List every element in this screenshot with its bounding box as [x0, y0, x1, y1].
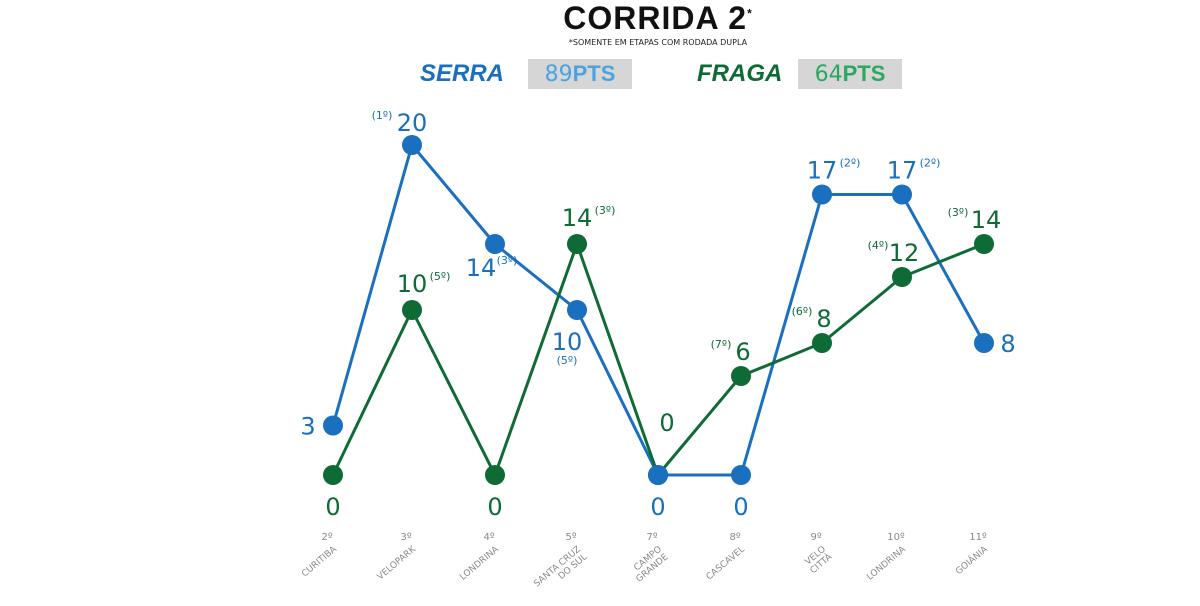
data-point	[731, 366, 751, 386]
x-tick-round: 10º	[887, 532, 905, 543]
legend-serra-total: 89PTS	[528, 59, 632, 89]
legend-fraga-name: FRAGA	[697, 60, 783, 87]
data-label: 12	[889, 239, 920, 267]
data-point	[812, 333, 832, 353]
x-tick-round: 9º	[810, 532, 821, 543]
data-point	[402, 135, 422, 155]
data-label: 0	[659, 409, 674, 437]
x-tick-label: LONDRINA	[865, 544, 908, 583]
data-label: 0	[650, 493, 665, 521]
legend-fraga-total: 64PTS	[798, 59, 902, 89]
x-tick-round: 7º	[646, 532, 657, 543]
x-tick-label: CASCAVEL	[705, 545, 747, 583]
data-label: 0	[487, 493, 502, 521]
x-tick-label: CAMPOGRANDE	[628, 544, 670, 584]
data-label: 20	[397, 109, 428, 137]
position-label: (6º)	[792, 305, 813, 318]
position-label: (4º)	[868, 239, 889, 252]
x-tick-label: VELOPARK	[376, 544, 419, 582]
title-text: CORRIDA 2	[563, 0, 748, 36]
x-tick-label-line: VELOPARK	[376, 544, 419, 582]
data-point	[731, 465, 751, 485]
position-label: (5º)	[557, 354, 578, 367]
x-tick-label: SANTA CRUZDO SUL	[532, 545, 589, 597]
title-mark: *	[747, 6, 753, 21]
position-label: (2º)	[840, 157, 861, 170]
legend-serra-name: SERRA	[420, 60, 505, 87]
x-tick-label: VELOCITTÀ	[802, 544, 835, 576]
x-tick-round: 4º	[483, 532, 494, 543]
x-tick-round: 8º	[729, 532, 740, 543]
chart-subtitle: *SOMENTE EM ETAPAS COM RODADA DUPLA	[568, 38, 748, 47]
data-label: 17	[887, 157, 918, 185]
x-tick-label: LONDRINA	[458, 544, 501, 583]
x-tick-round: 2º	[321, 532, 332, 543]
data-point	[567, 300, 587, 320]
x-tick-label-line: LONDRINA	[865, 544, 908, 583]
data-label: 10	[397, 270, 428, 298]
data-label: 14	[971, 206, 1002, 234]
fraga-total-unit: PTS	[842, 61, 886, 86]
data-label: 14	[466, 254, 497, 282]
x-tick-label-line: CASCAVEL	[705, 545, 747, 583]
data-label: 8	[816, 305, 831, 333]
data-point	[485, 465, 505, 485]
position-label: (3º)	[497, 254, 518, 267]
data-label: 0	[733, 493, 748, 521]
data-point	[892, 184, 912, 205]
data-label: 14	[562, 204, 593, 232]
x-tick-round: 11º	[969, 532, 987, 543]
x-tick-label-line: LONDRINA	[458, 544, 501, 583]
data-point	[812, 184, 832, 205]
serra-total-value: 89	[544, 62, 573, 87]
x-tick-round: 3º	[400, 532, 411, 543]
data-point	[485, 234, 505, 254]
data-label: 6	[735, 338, 750, 366]
data-label: 17	[807, 157, 838, 185]
data-point	[648, 465, 668, 485]
x-tick-label-line: GOIÂNIA	[953, 543, 991, 577]
data-label: 10	[552, 328, 583, 356]
x-tick-round: 5º	[565, 532, 576, 543]
position-label: (1º)	[372, 109, 393, 122]
data-point	[974, 333, 994, 353]
data-point	[974, 234, 994, 254]
position-label: (3º)	[595, 204, 616, 217]
data-label: 3	[300, 413, 315, 441]
data-label: 0	[325, 493, 340, 521]
position-label: (2º)	[920, 157, 941, 170]
x-tick-label: GOIÂNIA	[953, 543, 991, 577]
position-label: (3º)	[948, 206, 969, 219]
data-point	[567, 234, 587, 254]
x-tick-label-line: CURITIBA	[300, 544, 339, 579]
data-point	[892, 267, 912, 287]
data-point	[323, 465, 343, 485]
data-label: 8	[1000, 330, 1015, 358]
position-label: (7º)	[711, 338, 732, 351]
data-point	[402, 300, 422, 320]
fraga-total-value: 64	[814, 62, 843, 87]
position-label: (5º)	[430, 270, 451, 283]
chart-title: CORRIDA 2*	[0, 0, 1200, 37]
data-point	[323, 415, 343, 436]
serra-total-unit: PTS	[572, 61, 616, 86]
x-tick-label: CURITIBA	[300, 544, 339, 579]
